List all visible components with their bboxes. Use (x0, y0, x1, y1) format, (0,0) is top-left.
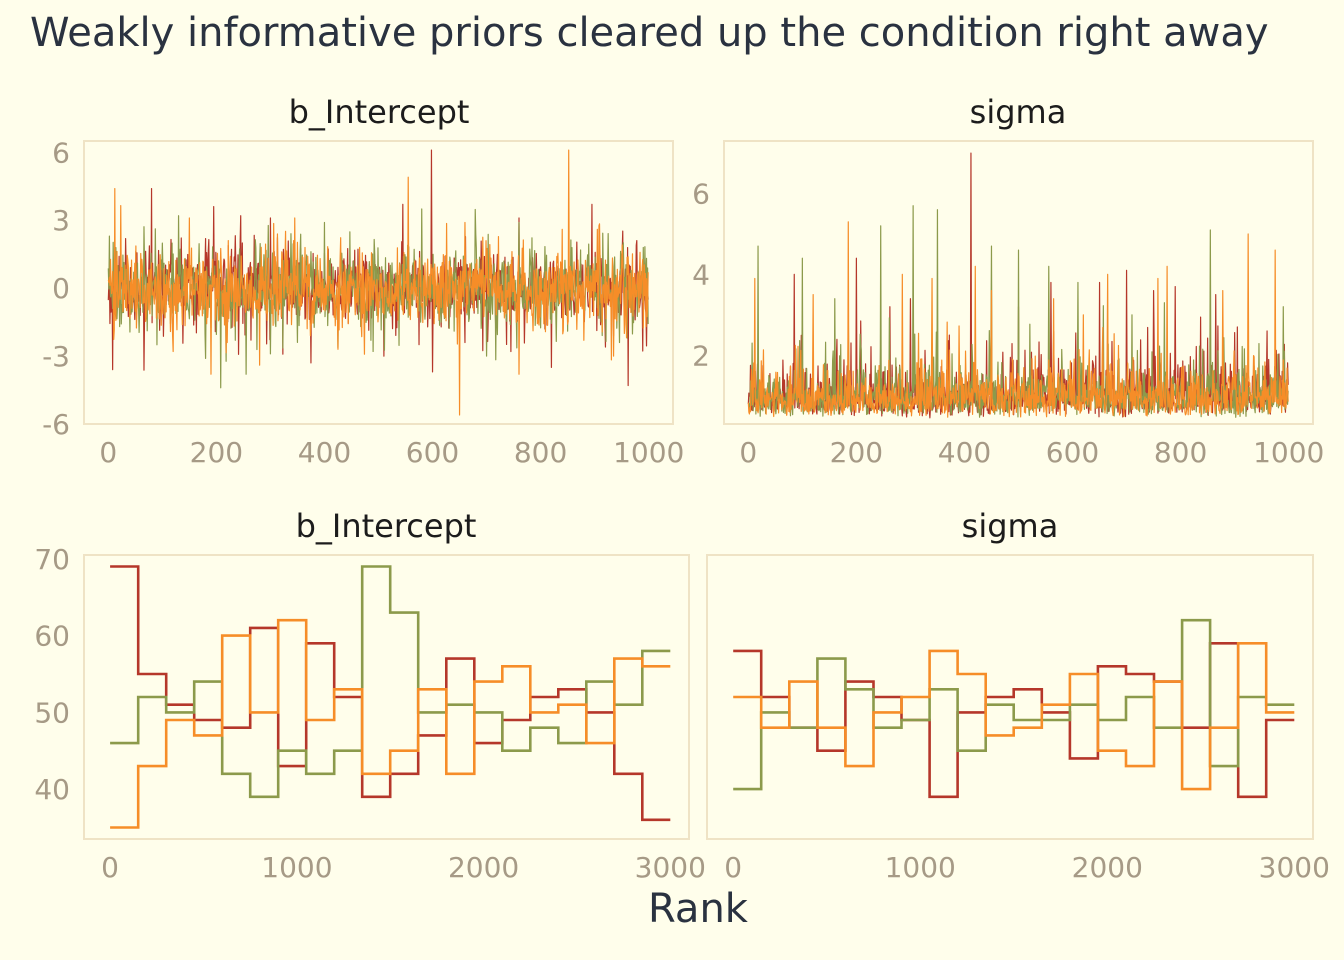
x-tick-label: 800 (514, 436, 567, 469)
rank-line-chain-2 (110, 565, 671, 799)
y-tick-label: 6 (692, 178, 710, 211)
panel-title: b_Intercept (289, 93, 470, 131)
x-tick-label: 1000 (885, 851, 956, 884)
x-tick-label: 400 (298, 436, 351, 469)
panel-trace-sigma: sigma 0 200 400 600 800 1000 2 4 6 (692, 93, 1324, 469)
figure-title: Weakly informative priors cleared up the… (30, 10, 1269, 56)
y-tick-label: 0 (52, 272, 70, 305)
trace-line-chain-3 (107, 149, 649, 416)
shared-x-axis-label: Rank (648, 886, 749, 932)
y-tick-label: 50 (34, 696, 70, 729)
axis-ticks: 0 1000 2000 3000 40 50 60 70 (34, 543, 706, 884)
plot-frame (706, 554, 1314, 840)
plot-frame (723, 140, 1314, 425)
axis-ticks: 0 1000 2000 3000 (724, 851, 1330, 884)
trace-line-chain-2 (107, 208, 649, 389)
x-tick-label: 200 (830, 436, 883, 469)
x-tick-label: 3000 (635, 851, 706, 884)
x-tick-label: 400 (938, 436, 991, 469)
panel-rank-sigma: sigma 0 1000 2000 3000 (706, 507, 1330, 884)
y-tick-label: 2 (692, 339, 710, 372)
x-tick-label: 0 (101, 851, 119, 884)
panel-title: sigma (962, 507, 1059, 545)
x-tick-label: 800 (1154, 436, 1207, 469)
rank-lines (110, 565, 671, 829)
y-tick-label: 70 (34, 543, 70, 576)
panel-title: sigma (970, 93, 1067, 131)
trace-line-chain-3 (747, 221, 1289, 418)
y-tick-label: -3 (42, 340, 70, 373)
rank-line-chain-2 (733, 618, 1295, 791)
panel-title: b_Intercept (296, 507, 477, 545)
y-tick-label: 60 (34, 620, 70, 653)
x-tick-label: 200 (190, 436, 243, 469)
plot-frame (83, 140, 674, 425)
y-tick-label: 40 (34, 773, 70, 806)
x-tick-label: 600 (1046, 436, 1099, 469)
y-tick-label: 4 (692, 258, 710, 291)
trace-lines (747, 152, 1289, 419)
rank-lines (733, 618, 1295, 799)
plot-frame (83, 554, 690, 840)
panel-trace-b-intercept: b_Intercept 0 200 400 600 800 1000 -6 -3 0 3 6 (42, 93, 684, 469)
x-tick-label: 600 (406, 436, 459, 469)
rank-line-chain-1 (733, 642, 1295, 799)
x-tick-label: 2000 (448, 851, 519, 884)
y-tick-label: -6 (42, 408, 70, 441)
x-tick-label: 1000 (261, 851, 332, 884)
x-tick-label: 3000 (1259, 851, 1330, 884)
axis-ticks: 0 200 400 600 800 1000 -6 -3 0 3 6 (42, 136, 684, 469)
axis-ticks: 0 200 400 600 800 1000 2 4 6 (692, 178, 1324, 469)
rank-line-chain-3 (733, 642, 1295, 791)
x-tick-label: 2000 (1072, 851, 1143, 884)
x-tick-label: 0 (739, 436, 757, 469)
rank-line-chain-1 (110, 565, 671, 822)
panel-rank-b-intercept: b_Intercept 0 1000 2000 3000 40 50 60 70 (34, 507, 706, 884)
trace-lines (107, 149, 649, 416)
y-tick-label: 3 (52, 204, 70, 237)
x-tick-label: 0 (99, 436, 117, 469)
rank-line-chain-3 (110, 618, 671, 829)
x-tick-label: 1000 (1253, 436, 1324, 469)
y-tick-label: 6 (52, 136, 70, 169)
x-tick-label: 0 (724, 851, 742, 884)
x-tick-label: 1000 (613, 436, 684, 469)
